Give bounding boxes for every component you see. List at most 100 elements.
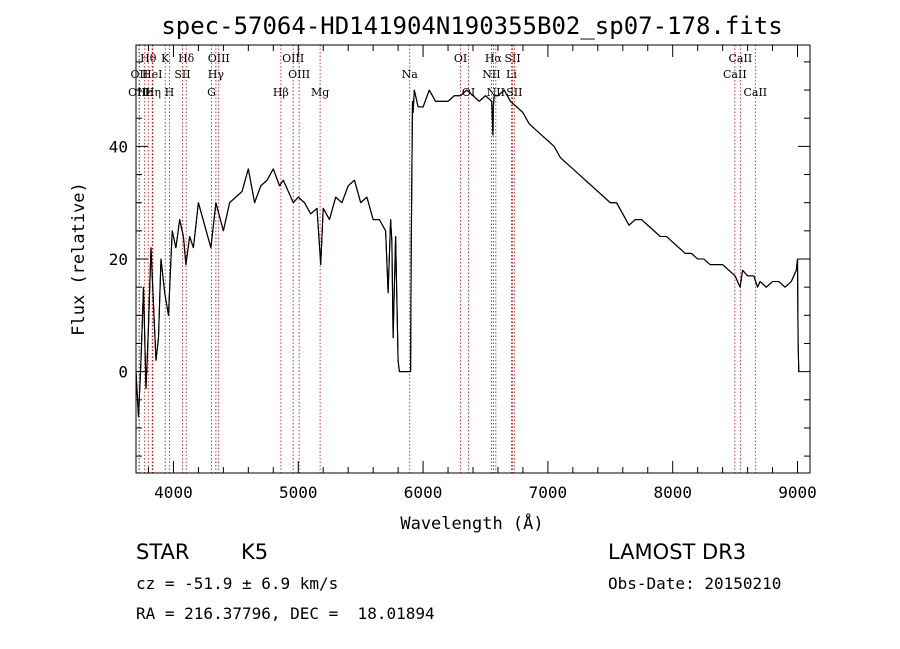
object-class: STAR (136, 540, 190, 564)
flux-segment-48 (360, 196, 368, 204)
flux-segment-77 (485, 95, 493, 102)
flux-segment-107 (653, 230, 661, 237)
flux-segment-133 (796, 258, 799, 344)
x-tick-label-2: 6000 (404, 483, 443, 502)
flux-segment-10 (160, 258, 166, 293)
flux-segment-1 (137, 360, 142, 417)
flux-segment-37 (297, 196, 305, 204)
flux-segment-124 (753, 275, 759, 288)
flux-segment-86 (522, 112, 530, 125)
flux-segment-21 (204, 225, 212, 248)
marker-label-11: Hγ (208, 68, 225, 81)
axes: 4000 5000 6000 7000 8000 9000 0 20 40 (109, 45, 817, 502)
marker-label-8: SII (174, 68, 190, 81)
flux-segment-62 (410, 101, 414, 248)
flux-segment-12 (167, 230, 173, 316)
flux-segment-90 (547, 140, 555, 147)
flux-segment-61 (410, 247, 412, 372)
marker-label-6: K (161, 52, 170, 65)
flux-segment-5 (147, 247, 152, 327)
marker-label-7: H (165, 86, 175, 99)
marker-label-24: Li (506, 68, 517, 81)
flux-segment-23 (215, 202, 224, 231)
marker-label-2: OIII (128, 86, 150, 99)
flux-segment-28 (247, 168, 256, 203)
flux-segment-118 (722, 264, 730, 271)
flux-segment-3 (142, 287, 147, 389)
flux-segment-74 (466, 89, 474, 97)
x-tick-label-3: 7000 (529, 483, 568, 502)
flux-segment-20 (197, 202, 206, 226)
flux-segment-9 (157, 258, 162, 338)
flux-segment-14 (175, 219, 181, 248)
marker-label-25: SII (506, 86, 522, 99)
marker-label-26: CaII (729, 52, 753, 65)
flux-segment-97 (591, 185, 599, 192)
flux-segment-82 (497, 89, 505, 97)
flux-segment-39 (310, 207, 318, 215)
flux-segment-120 (734, 275, 741, 288)
flux-segment-122 (742, 269, 749, 277)
flux-segment-29 (254, 185, 262, 203)
flux-segment-18 (189, 236, 194, 248)
flux-segment-93 (566, 162, 574, 170)
marker-label-15: OIII (288, 68, 310, 81)
flux-segment-85 (516, 106, 524, 113)
flux-segment-4 (145, 326, 150, 389)
flux-segment-16 (182, 236, 187, 265)
x-tick-label-5: 9000 (778, 483, 817, 502)
y-tick-label-2: 40 (109, 137, 128, 156)
flux-segment-105 (641, 219, 649, 226)
flux-segment-26 (235, 191, 243, 198)
flux-segment-113 (691, 252, 699, 260)
flux-segment-115 (703, 258, 711, 266)
flux-segment-87 (528, 123, 536, 130)
flux-segment-131 (790, 270, 797, 282)
flux-segment-94 (572, 168, 580, 175)
flux-segment-121 (739, 270, 744, 288)
flux-segment-83 (503, 89, 511, 102)
flux-segment-25 (229, 196, 237, 204)
marker-label-0: Hθ (140, 52, 157, 65)
y-tick-label-0: 0 (118, 363, 128, 382)
chart-title: spec-57064-HD141904N190355B02_sp07-178.f… (161, 12, 782, 40)
flux-segment-55 (391, 242, 394, 338)
marker-label-3: Hε (137, 86, 153, 99)
flux-segment-91 (553, 146, 561, 158)
flux-segment-106 (647, 224, 655, 232)
flux-segment-130 (784, 281, 792, 288)
flux-line (135, 89, 800, 418)
flux-segment-44 (335, 196, 343, 204)
marker-label-20: Hα (485, 52, 503, 65)
x-tick-label-1: 5000 (279, 483, 318, 502)
flux-segment-125 (757, 281, 761, 288)
flux-segment-111 (678, 247, 686, 254)
flux-segment-33 (279, 179, 284, 187)
flux-segment-102 (622, 213, 630, 226)
marker-label-27: CaII (723, 68, 747, 81)
flux-segment-56 (392, 236, 397, 338)
flux-segment-54 (390, 219, 393, 243)
subclass: K5 (241, 540, 269, 564)
marker-label-17: Na (402, 68, 419, 81)
flux-segment-47 (353, 180, 362, 203)
x-tick-label-0: 4000 (154, 483, 193, 502)
marker-label-21: NII (482, 68, 500, 81)
marker-label-16: Mg (311, 86, 329, 99)
flux-segment-30 (260, 179, 268, 187)
flux-segment-38 (304, 202, 312, 215)
flux-segment-19 (192, 202, 199, 248)
marker-label-22: NII (487, 86, 505, 99)
flux-segment-96 (584, 179, 592, 187)
flux-segment-73 (460, 89, 468, 97)
flux-segment-99 (603, 196, 611, 204)
flux-segment-11 (164, 292, 169, 316)
marker-label-19: OI (462, 86, 475, 99)
flux-segment-13 (171, 230, 177, 248)
flux-segment-17 (185, 236, 191, 265)
flux-segment-6 (150, 247, 155, 305)
flux-segment-35 (287, 191, 294, 203)
plot-frame (135, 44, 811, 474)
